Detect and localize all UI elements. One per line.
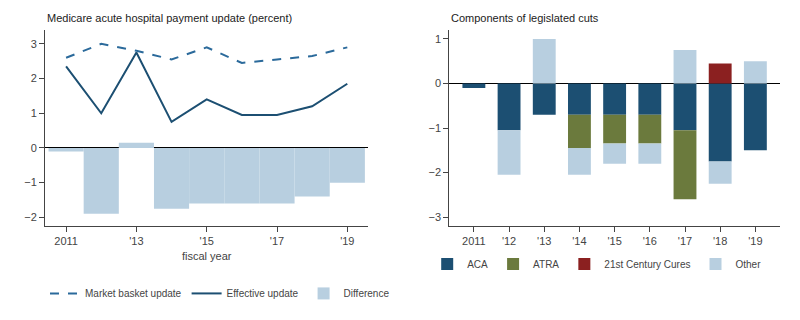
svg-text:'15: '15 xyxy=(200,235,214,247)
svg-text:'19: '19 xyxy=(340,235,354,247)
svg-text:'17: '17 xyxy=(270,235,284,247)
svg-text:'12: '12 xyxy=(502,235,516,247)
svg-text:'16: '16 xyxy=(643,235,657,247)
svg-text:2: 2 xyxy=(31,72,37,84)
svg-text:Other: Other xyxy=(736,259,762,270)
svg-text:0: 0 xyxy=(31,142,37,154)
svg-text:1: 1 xyxy=(31,107,37,119)
svg-text:ACA: ACA xyxy=(467,259,488,270)
svg-text:0: 0 xyxy=(435,77,441,89)
svg-text:2011: 2011 xyxy=(462,235,486,247)
svg-text:Difference: Difference xyxy=(344,288,390,299)
svg-text:'15: '15 xyxy=(607,235,621,247)
svg-text:Market basket update: Market basket update xyxy=(85,288,182,299)
svg-text:Medicare acute hospital paymen: Medicare acute hospital payment update (… xyxy=(47,12,292,24)
svg-text:−1: −1 xyxy=(429,122,442,134)
svg-text:−3: −3 xyxy=(429,211,442,223)
svg-text:fiscal year: fiscal year xyxy=(182,250,232,262)
svg-text:'17: '17 xyxy=(678,235,692,247)
svg-text:Components of legislated cuts: Components of legislated cuts xyxy=(451,12,599,24)
svg-text:'18: '18 xyxy=(713,235,727,247)
svg-text:−2: −2 xyxy=(24,211,37,223)
svg-text:Effective update: Effective update xyxy=(227,288,299,299)
svg-text:ATRA: ATRA xyxy=(533,259,559,270)
svg-text:3: 3 xyxy=(31,38,37,50)
svg-text:−1: −1 xyxy=(24,176,37,188)
svg-text:1: 1 xyxy=(435,33,441,45)
svg-text:'13: '13 xyxy=(129,235,143,247)
svg-text:'13: '13 xyxy=(537,235,551,247)
svg-text:'19: '19 xyxy=(748,235,762,247)
svg-text:−2: −2 xyxy=(429,166,442,178)
svg-text:21st Century Cures: 21st Century Cures xyxy=(604,259,690,270)
svg-text:2011: 2011 xyxy=(54,235,78,247)
svg-text:'14: '14 xyxy=(572,235,586,247)
